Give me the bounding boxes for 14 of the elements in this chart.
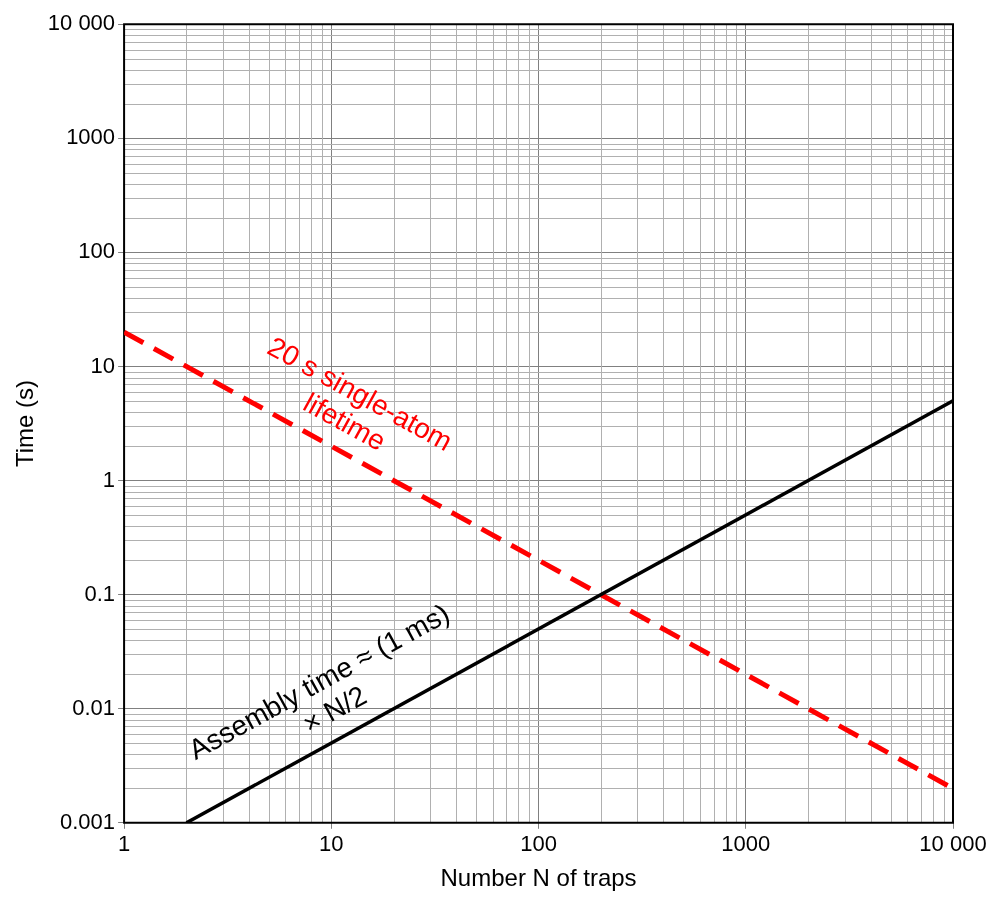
- y-tick-label: 0.01: [72, 694, 116, 720]
- x-tick-label: 10: [319, 831, 344, 857]
- x-tick-label: 1000: [721, 831, 771, 857]
- x-tick-label: 100: [520, 831, 557, 857]
- x-tick-label: 10 000: [919, 831, 987, 857]
- y-axis-title: Time (s): [11, 379, 39, 468]
- y-tick-label: 0.1: [84, 580, 116, 606]
- x-axis-title: Number N of traps: [440, 864, 637, 892]
- y-tick-label: 100: [78, 238, 116, 264]
- y-tick-label: 10: [90, 352, 116, 378]
- y-tick-label: 0.001: [60, 808, 116, 834]
- y-tick-label: 1000: [66, 124, 116, 150]
- y-tick-label: 10 000: [47, 10, 116, 36]
- y-tick-label: 1: [102, 466, 116, 492]
